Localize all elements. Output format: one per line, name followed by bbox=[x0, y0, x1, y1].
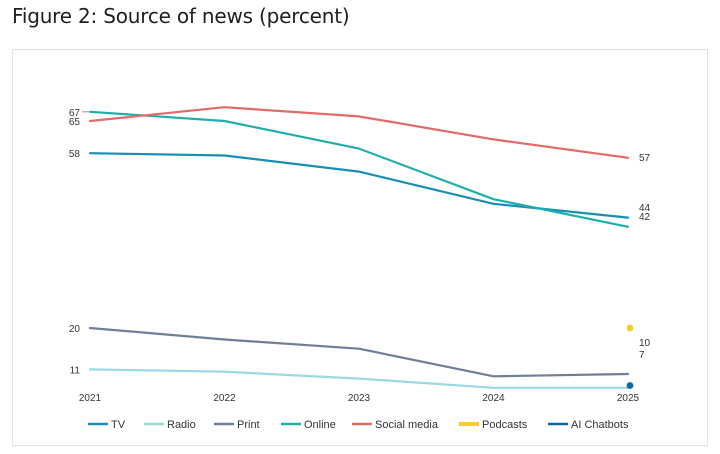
legend-label-online: Online bbox=[304, 419, 336, 431]
x-tick-label: 2025 bbox=[617, 393, 640, 404]
x-tick-label: 2023 bbox=[348, 393, 371, 404]
legend-item-radio: Radio bbox=[144, 419, 196, 431]
end-label-online: 42 bbox=[639, 212, 651, 223]
data-point-ai-chatbots bbox=[626, 382, 634, 389]
end-label-print: 10 bbox=[639, 338, 651, 349]
legend-item-tv: TV bbox=[88, 419, 126, 431]
legend-label-social-media: Social media bbox=[375, 419, 439, 431]
series-line-print bbox=[88, 326, 630, 378]
series-line-radio bbox=[88, 368, 630, 389]
series-line-social-media bbox=[88, 106, 630, 159]
legend-item-ai-chatbots: AI Chatbots bbox=[548, 419, 629, 431]
end-label-radio: 7 bbox=[639, 350, 645, 361]
y-tick-label: 65 bbox=[69, 117, 81, 128]
y-tick-label: 20 bbox=[69, 324, 81, 335]
series-line-tv bbox=[88, 152, 630, 219]
page-title: Figure 2: Source of news (percent) bbox=[12, 4, 350, 28]
legend-item-print: Print bbox=[214, 419, 260, 431]
legend: TV Radio Print Online Social media Podcasts AI… bbox=[88, 419, 629, 431]
series-lines bbox=[88, 106, 630, 389]
series-line-online bbox=[88, 110, 630, 228]
y-tick-label: 67 bbox=[69, 108, 81, 119]
x-tick-label: 2024 bbox=[482, 393, 505, 404]
legend-item-podcasts: Podcasts bbox=[459, 419, 528, 431]
y-tick-label: 11 bbox=[70, 365, 81, 376]
legend-label-tv: TV bbox=[111, 419, 126, 431]
legend-item-social-media: Social media bbox=[352, 419, 439, 431]
series-markers bbox=[626, 324, 634, 389]
end-label-tv: 44 bbox=[639, 203, 651, 214]
legend-label-print: Print bbox=[237, 419, 260, 431]
y-tick-label: 58 bbox=[69, 149, 81, 160]
legend-label-ai-chatbots: AI Chatbots bbox=[571, 419, 629, 431]
x-tick-label: 2021 bbox=[79, 393, 102, 404]
end-label-social-media: 57 bbox=[639, 153, 651, 164]
x-tick-labels: 2021 2022 2023 2024 2025 bbox=[79, 393, 640, 404]
legend-label-podcasts: Podcasts bbox=[482, 419, 528, 431]
legend-item-online: Online bbox=[281, 419, 336, 431]
data-point-podcasts bbox=[626, 324, 634, 332]
legend-label-radio: Radio bbox=[167, 419, 196, 431]
x-tick-label: 2022 bbox=[213, 393, 236, 404]
